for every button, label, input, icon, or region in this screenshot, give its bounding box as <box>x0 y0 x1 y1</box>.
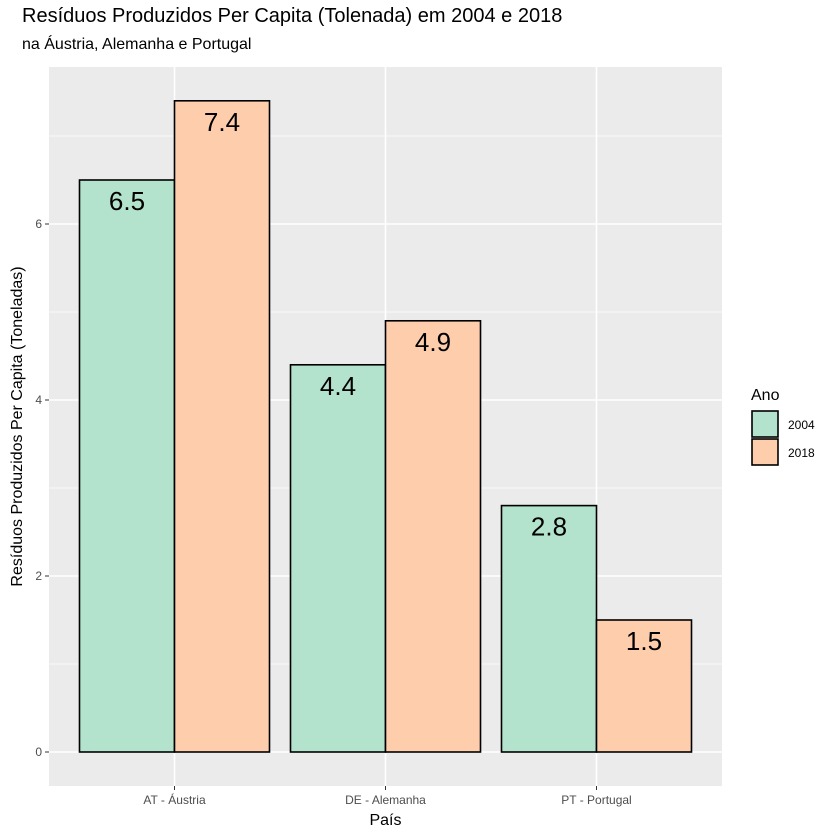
bar <box>78 179 176 753</box>
bar <box>384 319 482 753</box>
legend-label: 2018 <box>788 446 815 460</box>
bar <box>500 504 598 753</box>
y-tick-label: 0 <box>35 745 42 759</box>
chart-title: Resíduos Produzidos Per Capita (Tolenada… <box>22 5 563 27</box>
y-tick-label: 6 <box>35 217 42 231</box>
legend-key <box>751 438 779 466</box>
legend: Ano 2004 2018 <box>751 387 815 466</box>
legend-label: 2004 <box>788 418 815 432</box>
chart-subtitle: na Áustria, Alemanha e Portugal <box>22 36 252 53</box>
data-label: 4.9 <box>415 327 451 357</box>
data-labels: 6.5 7.4 4.4 4.9 2.8 1.5 <box>109 107 662 656</box>
bars <box>78 100 693 753</box>
x-tick-label: AT - Áustria <box>143 792 206 807</box>
legend-title: Ano <box>751 387 780 404</box>
data-label: 4.4 <box>320 371 356 401</box>
legend-key <box>751 410 779 438</box>
y-tick-label: 4 <box>35 393 42 407</box>
x-axis-title: País <box>369 812 401 829</box>
data-label: 7.4 <box>204 107 240 137</box>
y-tick-label: 2 <box>35 569 42 583</box>
x-tick-label: PT - Portugal <box>561 793 631 807</box>
y-axis: 0 2 4 6 <box>35 217 49 759</box>
x-tick-label: DE - Alemanha <box>345 793 426 807</box>
bar <box>289 363 387 753</box>
bar <box>173 100 271 753</box>
bar <box>595 619 693 753</box>
data-label: 2.8 <box>531 512 567 542</box>
y-axis-title: Resíduos Produzidos Per Capita (Tonelada… <box>9 266 26 586</box>
data-label: 1.5 <box>626 626 662 656</box>
x-axis: AT - Áustria DE - Alemanha PT - Portugal <box>143 786 632 807</box>
data-label: 6.5 <box>109 186 145 216</box>
